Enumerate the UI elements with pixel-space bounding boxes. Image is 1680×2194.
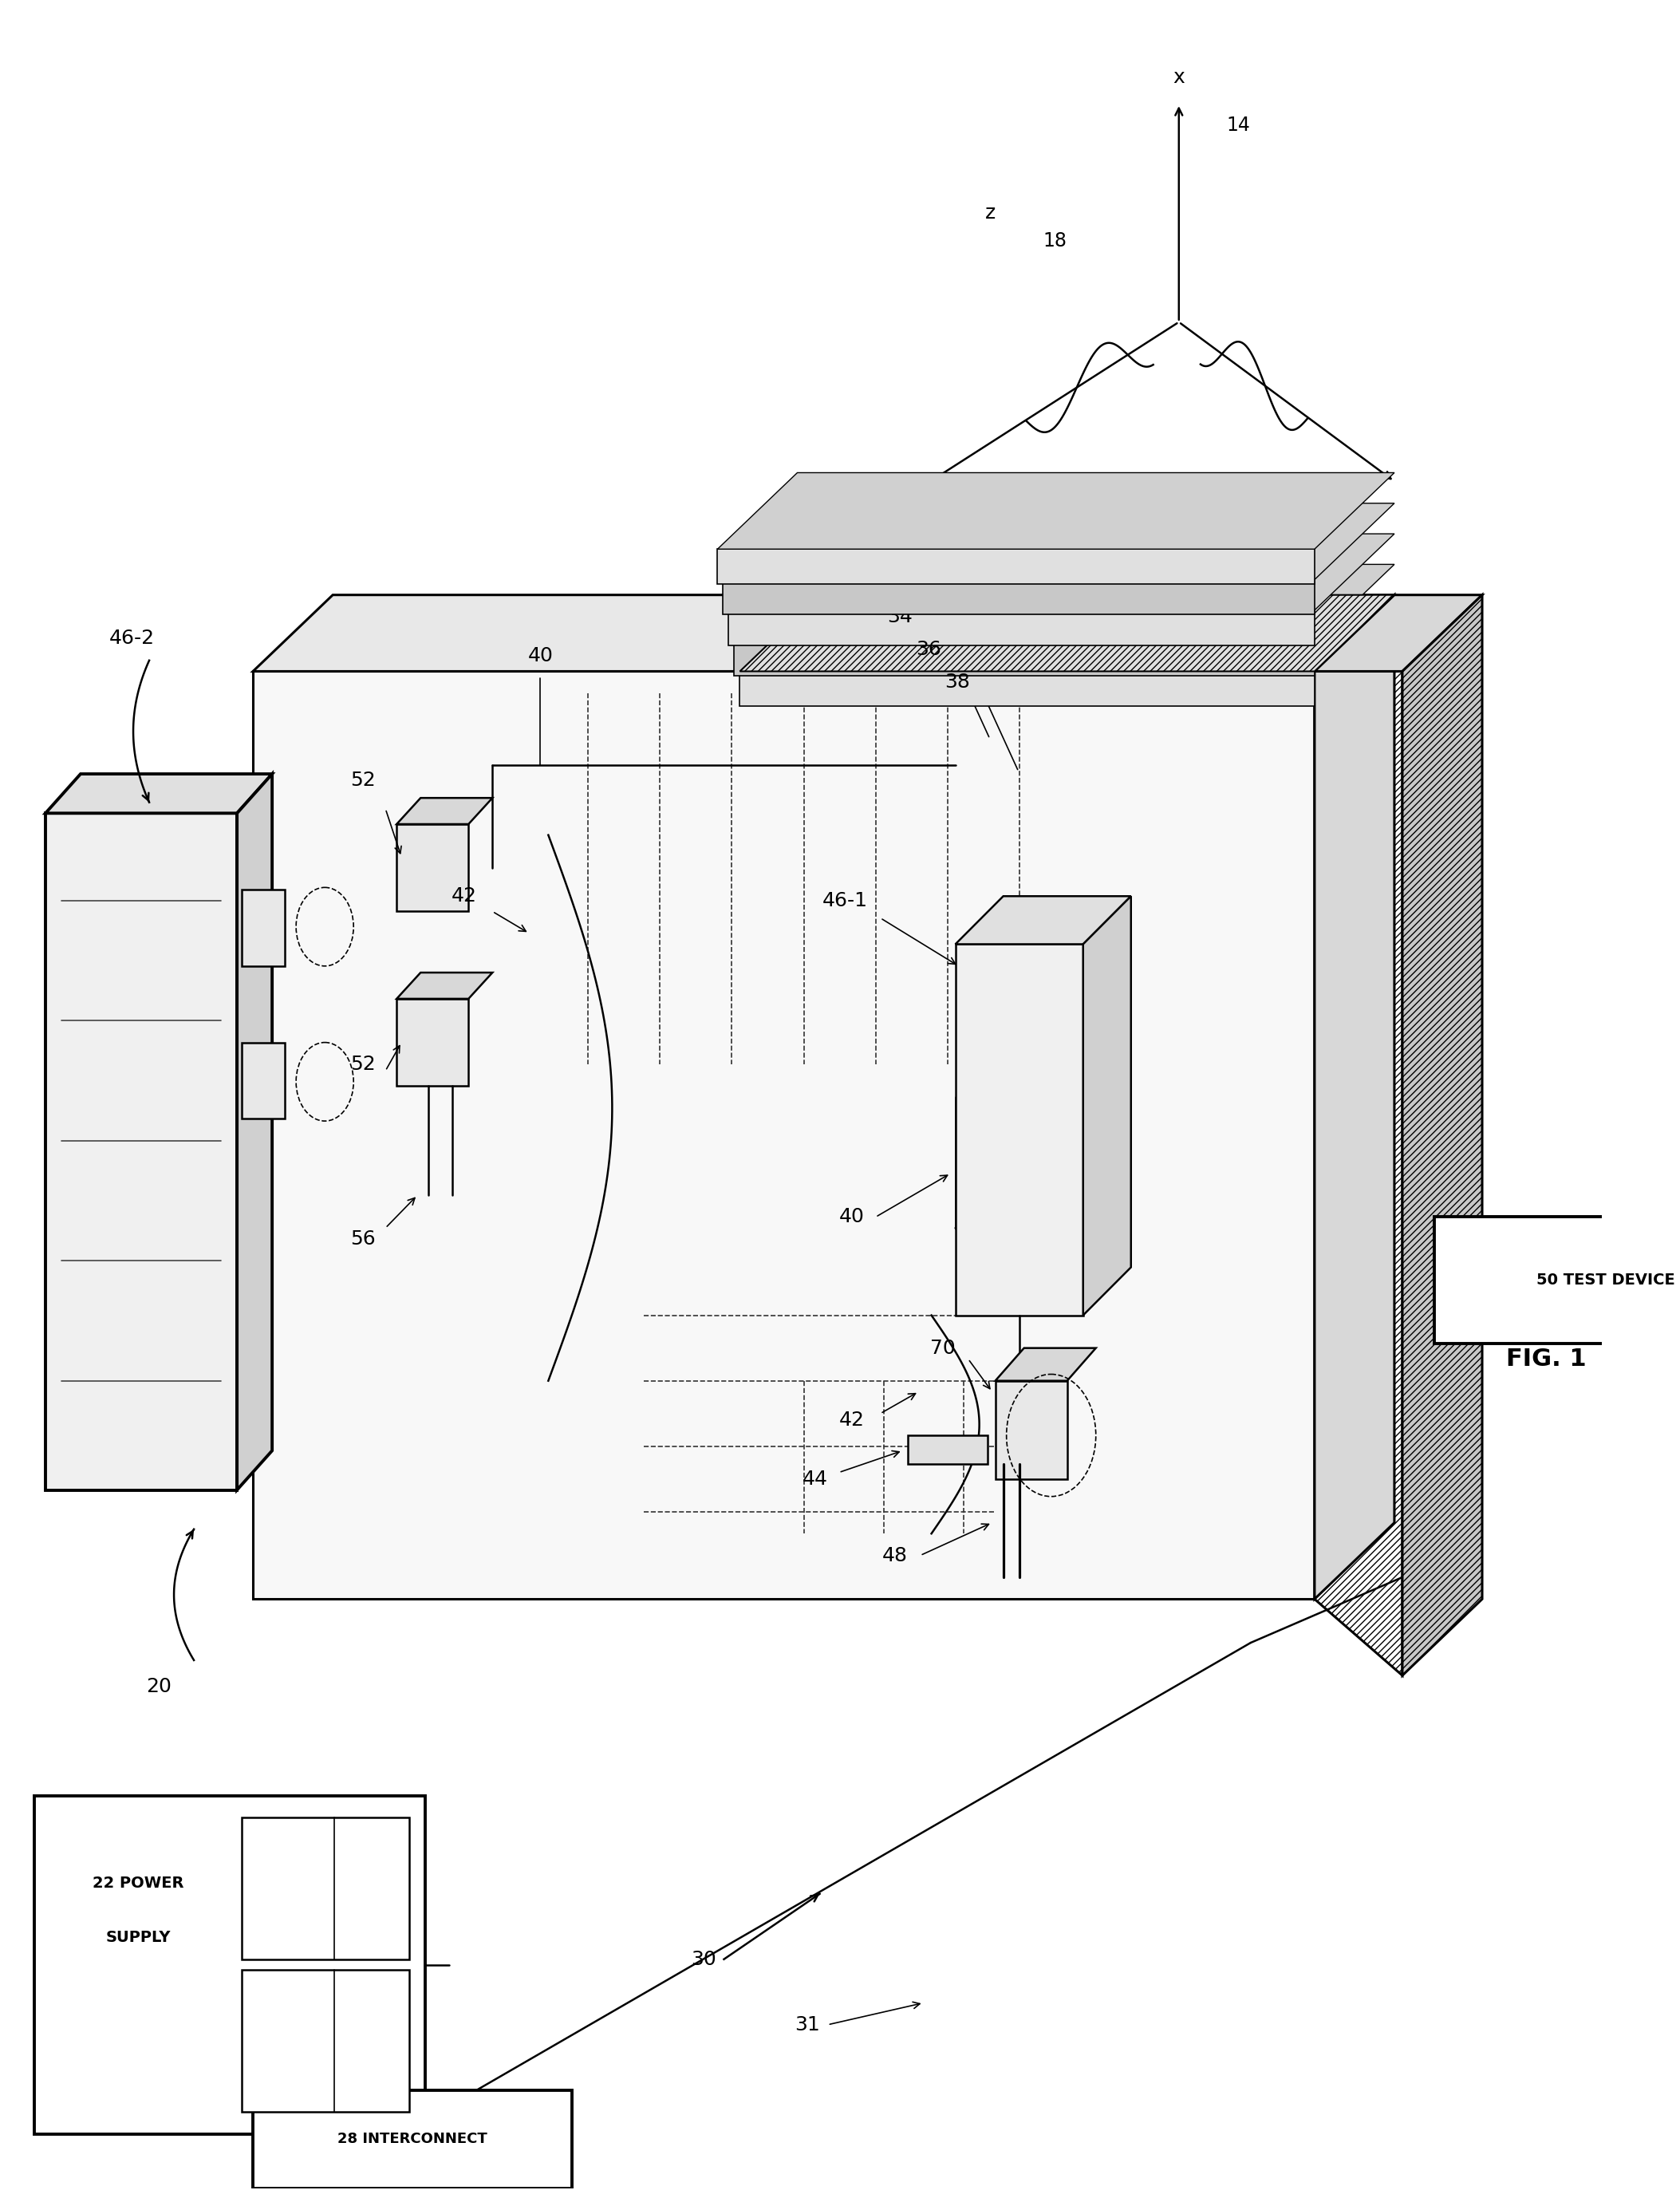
Text: 38: 38 [944,674,969,691]
Polygon shape [242,1042,286,1119]
Text: 70: 70 [931,1338,956,1358]
Polygon shape [1314,671,1403,1676]
Text: 26: 26 [363,1880,383,1896]
Polygon shape [734,641,1314,676]
Polygon shape [45,774,272,814]
Text: 30: 30 [690,1950,716,1968]
Polygon shape [956,943,1084,1314]
Polygon shape [254,671,1314,1599]
Polygon shape [995,1380,1067,1479]
Polygon shape [907,1435,988,1463]
Polygon shape [739,595,1394,671]
Polygon shape [396,972,492,998]
Text: 52: 52 [351,770,376,790]
Text: 48: 48 [882,1547,907,1564]
Polygon shape [396,799,492,825]
Text: 46-2: 46-2 [109,630,155,647]
Text: 18: 18 [1043,233,1067,250]
Polygon shape [729,533,1394,610]
Text: "+": "+" [272,2034,296,2049]
Text: 40: 40 [528,647,553,665]
Polygon shape [1403,595,1482,1676]
Polygon shape [1314,595,1394,1599]
Text: 16: 16 [1025,487,1048,507]
Text: 46-1: 46-1 [822,891,867,911]
Text: 42: 42 [450,886,477,906]
Polygon shape [1084,895,1131,1314]
Text: 40: 40 [838,1207,865,1226]
Text: 34: 34 [887,608,912,625]
Text: SUPPLY: SUPPLY [106,1931,171,1946]
Bar [242,1970,410,2113]
Polygon shape [1314,595,1482,671]
Text: FIG. 1: FIG. 1 [1505,1347,1586,1371]
Bar [242,1817,410,1959]
Text: 50 TEST DEVICE: 50 TEST DEVICE [1537,1273,1675,1288]
Polygon shape [242,889,286,965]
Bar [34,1795,425,2135]
Polygon shape [739,595,1394,671]
Polygon shape [722,579,1314,614]
Text: 14: 14 [1226,116,1250,136]
Text: 56: 56 [351,1229,376,1248]
Text: 42: 42 [838,1411,865,1430]
Text: 52: 52 [351,1055,376,1073]
Text: x: x [1173,68,1184,88]
Text: 20: 20 [146,1676,171,1696]
Text: 22 POWER: 22 POWER [92,1876,183,1891]
Bar [254,2091,573,2187]
Text: 24: 24 [363,2034,383,2049]
Text: 28 INTERCONNECT: 28 INTERCONNECT [338,2133,487,2146]
Polygon shape [995,1347,1095,1380]
Text: 44: 44 [801,1470,828,1488]
Text: 32: 32 [858,575,884,595]
Polygon shape [254,595,1394,671]
Text: "-": "-" [276,1880,292,1896]
Text: 36: 36 [916,641,941,658]
Polygon shape [729,610,1314,645]
Text: y: y [890,494,902,513]
Polygon shape [734,564,1394,641]
Text: z: z [984,204,996,222]
Bar [1435,1218,1680,1343]
Polygon shape [396,998,469,1086]
Polygon shape [739,671,1314,706]
Polygon shape [45,814,237,1490]
Polygon shape [396,825,469,911]
Polygon shape [717,472,1394,548]
Polygon shape [722,502,1394,579]
Polygon shape [956,895,1131,943]
Polygon shape [237,774,272,1490]
Text: 31: 31 [795,2014,820,2034]
Polygon shape [717,548,1314,584]
